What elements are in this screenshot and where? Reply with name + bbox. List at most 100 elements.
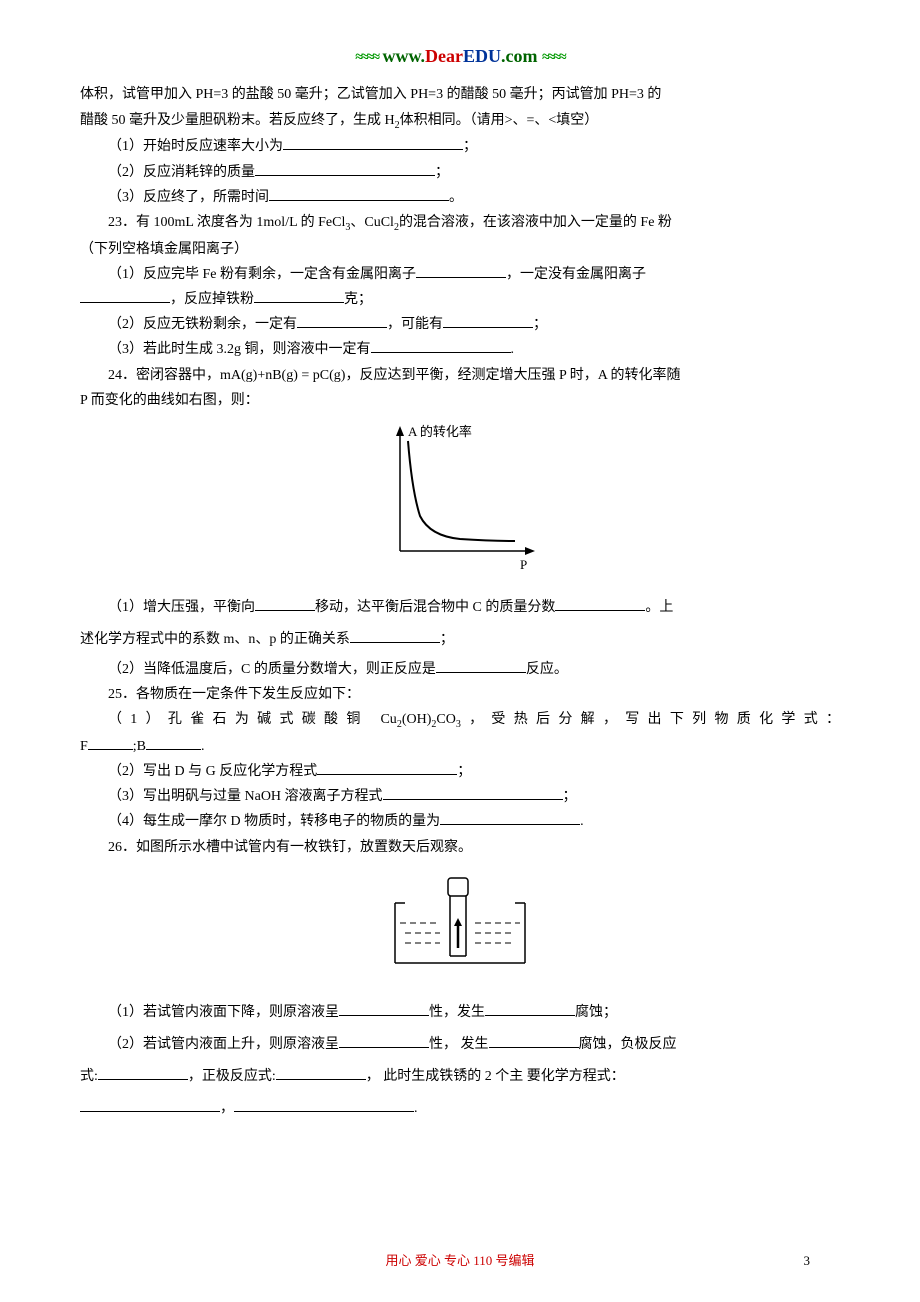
q23-p3: （3）若此时生成 3.2g 铜，则溶液中一定有. [80, 337, 840, 362]
q26-p2: （2）若试管内液面上升，则原溶液呈 性， 发生 腐蚀，负极反应 [80, 1029, 840, 1061]
q24-intro: 24．密闭容器中，mA(g)+nB(g) = pC(g)，反应达到平衡，经测定增… [80, 363, 840, 388]
deco-left: ≈≈≈≈ [355, 45, 378, 70]
q25-p4a: （4）每生成一摩尔 D 物质时，转移电子的物质的量为 [108, 814, 440, 829]
q26-p1a: （1）若试管内液面下降，则原溶液呈 [108, 1005, 339, 1020]
blank [297, 313, 387, 328]
blank [98, 1065, 188, 1080]
blank [339, 1033, 429, 1048]
q23-p1: （1）反应完毕 Fe 粉有剩余，一定含有金属阳离子，一定没有金属阳离子 [80, 262, 840, 287]
q23-intro: 23．有 100mL 浓度各为 1mol/L 的 FeCl3、CuCl2的混合溶… [80, 210, 840, 237]
page-footer: 用心 爱心 专心 110 号编辑 3 [0, 1249, 920, 1272]
q23-b: 、CuCl [350, 215, 394, 230]
nail-head [454, 918, 462, 926]
q26-p2b: 性， 发生 [429, 1037, 489, 1052]
q23-p1b: ，一定没有金属阳离子 [506, 267, 646, 282]
q24-p1b: 移动，达平衡后混合物中 C 的质量分数 [315, 600, 555, 615]
q22-p2-end: ； [435, 165, 449, 180]
q26-p1: （1）若试管内液面下降，则原溶液呈 性，发生 腐蚀； [80, 997, 840, 1029]
q22-intro1: 体积，试管甲加入 PH=3 的盐酸 50 毫升；乙试管加入 PH=3 的醋酸 5… [80, 82, 840, 107]
q23-p1-cont: ，反应掉铁粉克； [80, 287, 840, 312]
q26-p2l2b: ，正极反应式: [188, 1069, 276, 1084]
deco-right: ≈≈≈≈ [542, 45, 565, 70]
logo-www: www. [383, 46, 426, 66]
q22-p3-text: （3）反应终了，所需时间 [108, 190, 269, 205]
blank [485, 1001, 575, 1016]
tube-top [448, 878, 468, 896]
q26-figure [80, 868, 840, 982]
blank [443, 313, 533, 328]
footer-text: 用心 爱心 专心 110 号编辑 [385, 1253, 534, 1268]
q26-p1b: 性，发生 [429, 1005, 485, 1020]
q23-p1d: 克； [344, 292, 372, 307]
q26-p2c: 腐蚀，负极反应 [579, 1037, 677, 1052]
q22-intro2: 醋酸 50 毫升及少量胆矾粉末。若反应终了，生成 H2体积相同。（请用>、=、<… [80, 108, 840, 135]
q22-intro2-a: 醋酸 50 毫升及少量胆矾粉末。若反应终了，生成 H [80, 113, 395, 128]
blank [383, 785, 563, 800]
tank-diagram-svg [380, 868, 540, 973]
q26-p2l3b: ， [220, 1101, 234, 1116]
q23-p2: （2）反应无铁粉剩余，一定有 ，可能有 ； [80, 312, 840, 337]
q25-p2b: ； [457, 764, 471, 779]
q22-p2: （2）反应消耗锌的质量 ； [80, 160, 840, 185]
page-container: ≈≈≈≈ www.DearEDU.com ≈≈≈≈ 体积，试管甲加入 PH=3 … [0, 0, 920, 1302]
q24-p1c: 。上 [645, 600, 673, 615]
blank [234, 1097, 414, 1112]
blank [276, 1065, 366, 1080]
q25-p4b: . [580, 814, 584, 829]
q24-intro2: P 而变化的曲线如右图，则： [80, 388, 840, 413]
q26-p2-line3: ，. [80, 1093, 840, 1125]
q25-p1b: (OH) [402, 712, 432, 727]
blank [416, 263, 506, 278]
conversion-chart-svg: A 的转化率 P [360, 421, 560, 571]
blank [80, 1097, 220, 1112]
q24-p2a: （2）当降低温度后，C 的质量分数增大，则正反应是 [108, 662, 436, 677]
q25-p2a: （2）写出 D 与 G 反应化学方程式 [108, 764, 317, 779]
q25-p1: （1）孔雀石为碱式碳酸铜 Cu2(OH)2CO3，受热后分解，写出下列物质化学式… [80, 707, 840, 734]
x-arrow [525, 547, 535, 555]
blank [489, 1033, 579, 1048]
q24-p1l2a: 述化学方程式中的系数 m、n、p 的正确关系 [80, 632, 350, 647]
blank [339, 1001, 429, 1016]
q24-p1: （1）增大压强，平衡向 移动，达平衡后混合物中 C 的质量分数 。上 [80, 592, 840, 624]
q23-p3b: . [511, 342, 515, 357]
q25-p1l2c: . [201, 739, 205, 754]
blank [317, 760, 457, 775]
q25-p1l2a: F [80, 739, 88, 754]
logo-com: .com [501, 46, 537, 66]
q22-p3-end: 。 [449, 190, 463, 205]
curve [408, 441, 515, 541]
q25-p3a: （3）写出明矾与过量 NaOH 溶液离子方程式 [108, 789, 383, 804]
q23-a: 23．有 100mL 浓度各为 1mol/L 的 FeCl [108, 215, 345, 230]
q25-p1d: ，受热后分解，写出下列物质化学式： [461, 712, 840, 727]
blank [269, 186, 449, 201]
blank [254, 288, 344, 303]
q23-p2b: ，可能有 [387, 317, 443, 332]
q22-p1-end: ； [463, 139, 477, 154]
q24-p2: （2）当降低温度后，C 的质量分数增大，则正反应是反应。 [80, 657, 840, 682]
q25-p1c: CO [436, 712, 455, 727]
blank [146, 735, 201, 750]
q25-p1a: （1）孔雀石为碱式碳酸铜 Cu [108, 712, 397, 727]
q25-p3b: ； [563, 789, 577, 804]
q23-c: 的混合溶液，在该溶液中加入一定量的 Fe 粉 [399, 215, 672, 230]
blank [255, 596, 315, 611]
q24-p1l2b: ； [440, 632, 454, 647]
q23-intro2: （下列空格填金属阳离子） [80, 237, 840, 262]
logo-dear: Dear [425, 46, 463, 66]
blank [555, 596, 645, 611]
y-label: A 的转化率 [408, 424, 472, 439]
q26-p2-line2: 式:，正极反应式:， 此时生成铁锈的 2 个主 要化学方程式： [80, 1061, 840, 1093]
q26-p2l3c: . [414, 1101, 418, 1116]
q24-p1a: （1）增大压强，平衡向 [108, 600, 255, 615]
q23-p2a: （2）反应无铁粉剩余，一定有 [108, 317, 297, 332]
header-logo: ≈≈≈≈ www.DearEDU.com ≈≈≈≈ [80, 40, 840, 72]
q26-p2a: （2）若试管内液面上升，则原溶液呈 [108, 1037, 339, 1052]
q23-p2c: ； [533, 317, 547, 332]
blank [283, 135, 463, 150]
q25-intro: 25．各物质在一定条件下发生反应如下： [80, 682, 840, 707]
blank [255, 161, 435, 176]
q26-p1c: 腐蚀； [575, 1005, 617, 1020]
q25-p1-line2: F;B. [80, 734, 840, 759]
q22-intro2-b: 体积相同。（请用>、=、<填空） [400, 113, 599, 128]
q22-p2-text: （2）反应消耗锌的质量 [108, 165, 255, 180]
